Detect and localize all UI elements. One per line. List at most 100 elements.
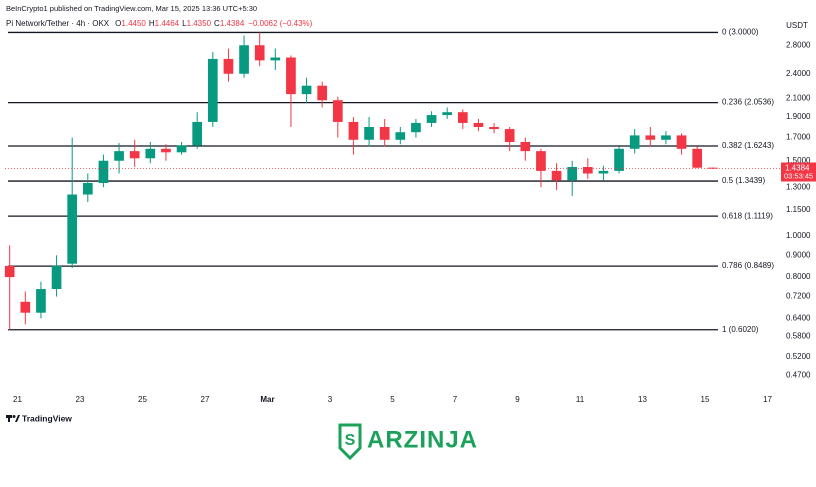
candle-body	[614, 148, 624, 171]
legend-value: 1.4384	[220, 19, 245, 28]
candle-body	[114, 151, 124, 161]
candle-body	[582, 167, 593, 174]
watermark: ARZINJA	[367, 426, 478, 453]
candle-body	[348, 121, 359, 140]
y-tick-label: 1.0000	[786, 231, 811, 240]
platform: TradingView	[22, 413, 72, 423]
last-price-label: 1.4384	[785, 164, 810, 173]
fib-label: 0 (3.0000)	[722, 28, 759, 37]
candle-body	[411, 122, 421, 133]
candle-body	[629, 135, 640, 149]
countdown: 03:53:45	[784, 171, 813, 180]
candle-body	[645, 135, 656, 140]
candle-body	[98, 160, 109, 184]
y-tick-label: 1.3000	[786, 182, 811, 191]
price-tag	[781, 162, 816, 182]
candle-body	[661, 135, 671, 140]
candle-body	[270, 57, 281, 61]
candle-body	[223, 58, 234, 74]
y-tick-label: 2.8000	[786, 40, 811, 49]
candle-body	[520, 141, 531, 152]
y-tick-label: 1.5000	[786, 156, 811, 165]
fib-label: 0.618 (1.1119)	[722, 211, 773, 220]
watermark-logo: S	[338, 423, 362, 461]
candle-body	[426, 115, 437, 123]
y-tick-label: 0.5200	[786, 352, 811, 361]
y-tick-label: 0.8000	[786, 272, 811, 281]
publisher: BeInCrypto1 published on TradingView.com…	[6, 4, 257, 13]
candle-body	[82, 183, 93, 195]
x-tick-label: 11	[576, 395, 585, 404]
y-tick-label: 0.4700	[786, 371, 811, 380]
candle-body	[317, 85, 328, 101]
candle-body	[598, 170, 609, 174]
x-tick-label: Mar	[260, 395, 274, 404]
y-tick-label: 2.1000	[786, 94, 811, 103]
x-tick-label: 17	[763, 395, 772, 404]
candle-body	[20, 301, 31, 313]
svg-text:S: S	[345, 432, 356, 449]
y-tick-label: 2.4000	[786, 69, 811, 78]
currency: USDT	[786, 21, 808, 30]
x-tick-label: 15	[701, 395, 710, 404]
tv-logo	[6, 415, 20, 422]
candle-body	[301, 85, 312, 95]
candle-body	[129, 151, 140, 159]
legend-key: H	[149, 19, 155, 28]
legend-value: 1.4450	[121, 19, 146, 28]
fib-label: 1 (0.6020)	[722, 325, 759, 334]
legend-key: C	[214, 19, 220, 28]
candle-body	[395, 132, 406, 140]
x-tick-label: 5	[390, 395, 395, 404]
x-tick-label: 25	[138, 395, 147, 404]
candle-body	[567, 167, 578, 181]
ohlc-legend: Pi Network/Tether · 4h · OKX O1.4450 H1.44…	[6, 19, 313, 28]
x-tick-label: 13	[638, 395, 647, 404]
candle-body	[364, 126, 374, 140]
candle-body	[176, 145, 187, 153]
candle-body	[145, 148, 156, 159]
x-tick-label: 7	[453, 395, 458, 404]
fib-label: 0.236 (2.0536)	[722, 98, 774, 107]
candle-body	[161, 148, 171, 153]
candle-body	[207, 58, 218, 122]
legend-key: L	[182, 19, 187, 28]
candle-body	[692, 148, 703, 168]
legend-change: −0.0062 (−0.43%)	[248, 19, 312, 28]
fib-label: 0.786 (0.8489)	[722, 261, 774, 270]
candle-body	[551, 170, 562, 181]
legend-key: O	[115, 19, 121, 28]
legend-value: 1.4350	[187, 19, 212, 28]
y-tick-label: 1.9000	[786, 112, 811, 121]
candle-body	[239, 45, 249, 74]
candle-body	[536, 151, 546, 171]
candle-body	[504, 129, 515, 142]
candle-body	[442, 112, 453, 116]
y-tick-label: 1.1500	[786, 205, 811, 214]
y-tick-label: 0.9000	[786, 250, 811, 259]
legend-value: 1.4464	[155, 19, 180, 28]
candle-body	[51, 265, 62, 290]
x-tick-label: 27	[201, 395, 210, 404]
candle-body	[489, 126, 499, 130]
candle-body	[676, 135, 687, 149]
symbol: Pi Network/Tether · 4h · OKX	[6, 19, 110, 28]
y-tick-label: 0.6400	[786, 314, 811, 323]
x-tick-label: 9	[515, 395, 520, 404]
candle-body	[254, 45, 265, 61]
candle-body	[67, 194, 78, 264]
y-tick-label: 0.7200	[786, 292, 811, 301]
fib-label: 0.382 (1.6243)	[722, 141, 774, 150]
candle-body	[4, 265, 15, 278]
x-tick-label: 3	[328, 395, 333, 404]
candle-body	[36, 289, 46, 313]
candle-body	[192, 121, 203, 146]
y-tick-label: 0.5800	[786, 332, 811, 341]
candle-body	[707, 167, 718, 169]
candle-body	[286, 57, 296, 95]
candle-body	[332, 100, 343, 122]
candle-body	[379, 126, 390, 140]
x-tick-label: 21	[13, 395, 22, 404]
fib-label: 0.5 (1.3439)	[722, 176, 765, 185]
